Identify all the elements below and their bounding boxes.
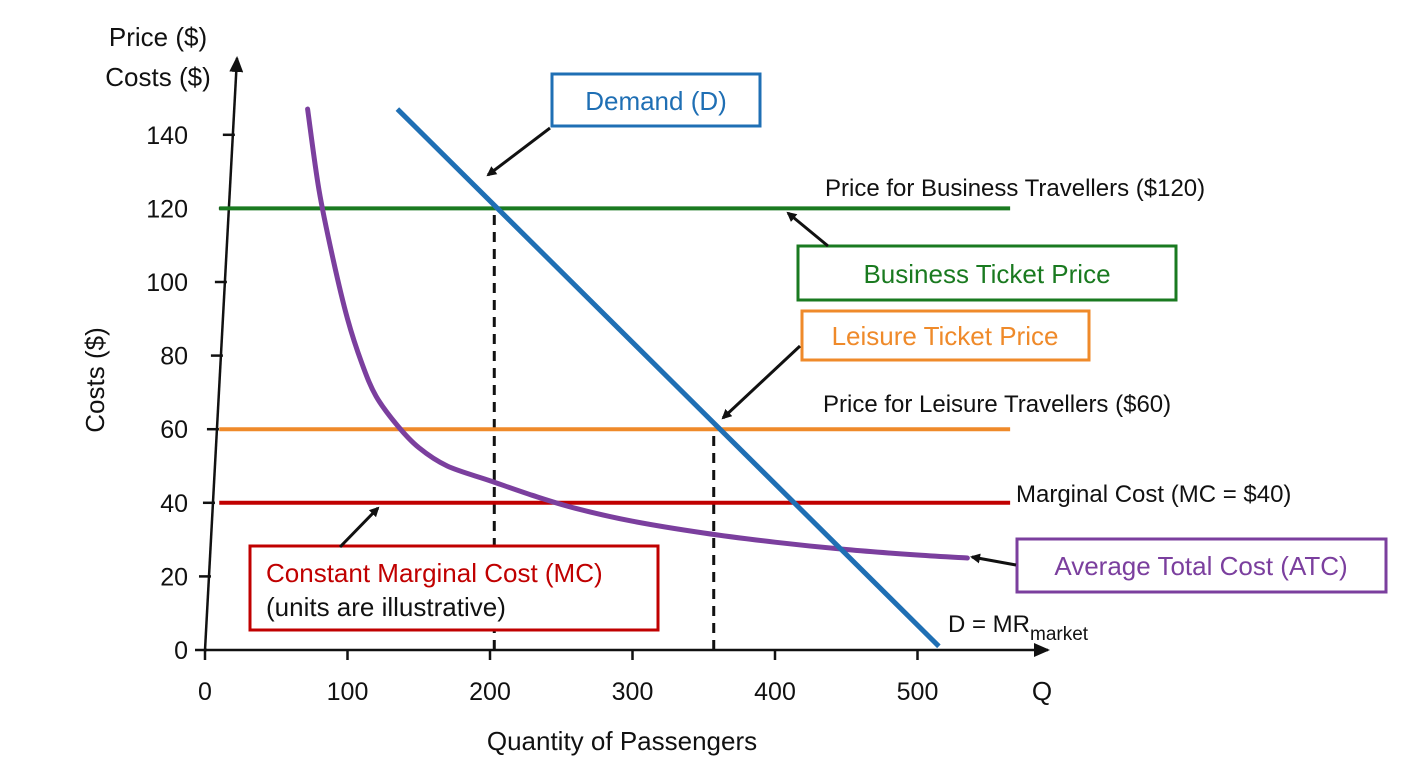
demand-mr-sub: market [1030,624,1089,645]
leisure-series-label: Price for Leisure Travellers ($60) [823,391,1171,418]
x-tick-label: 0 [198,678,212,706]
y-tick-label: 40 [160,490,188,518]
y-tick-label: 100 [146,269,188,297]
y-axis-title: Costs ($) [80,327,110,432]
y-axis-top-label-2: Costs ($) [105,62,210,92]
atc-box-text: Average Total Cost (ATC) [1054,551,1347,581]
x-tick-label: 100 [327,678,369,706]
atc-arrow [970,553,1017,567]
x-ticks: 0 100 200 300 400 500 [198,650,938,706]
x-tick-label: 200 [469,678,511,706]
demand-line [395,107,941,649]
y-ticks: 0 20 40 60 80 100 120 140 [146,122,235,665]
mc-box-text-1: Constant Marginal Cost (MC) [266,558,603,588]
x-tick-label: 300 [612,678,654,706]
business-box [796,244,1178,302]
atc-curve [305,106,970,561]
demand-mr-main: D = MR [948,611,1030,638]
x-axis-symbol: Q [1032,676,1052,706]
business-series-label: Price for Business Travellers ($120) [825,175,1205,202]
leisure-arrow [721,344,802,420]
demand-mr-label: D = MRmarket [948,611,1089,645]
y-axis-top-label-1: Price ($) [109,22,207,52]
mc-box-text-2: (units are illustrative) [266,592,506,622]
y-tick-label: 20 [160,563,188,591]
x-tick-label: 500 [897,678,939,706]
business-box-text: Business Ticket Price [863,259,1110,289]
business-arrow [786,211,829,248]
atc-box [1015,537,1388,594]
mc-box [248,544,660,632]
y-axis [203,56,244,651]
y-tick-label: 0 [174,637,188,665]
demand-box [550,72,762,128]
x-tick-label: 400 [754,678,796,706]
demand-box-text: Demand (D) [585,86,727,116]
mc-series-label: Marginal Cost (MC = $40) [1016,481,1291,508]
x-axis-title: Quantity of Passengers [487,726,757,756]
y-tick-label: 80 [160,343,188,371]
y-tick-label: 60 [160,416,188,444]
leisure-box [800,309,1091,362]
y-tick-label: 140 [146,122,188,150]
mc-arrow [338,506,380,549]
leisure-box-text: Leisure Ticket Price [832,321,1059,351]
demand-arrow [486,126,551,177]
y-tick-label: 120 [146,195,188,223]
